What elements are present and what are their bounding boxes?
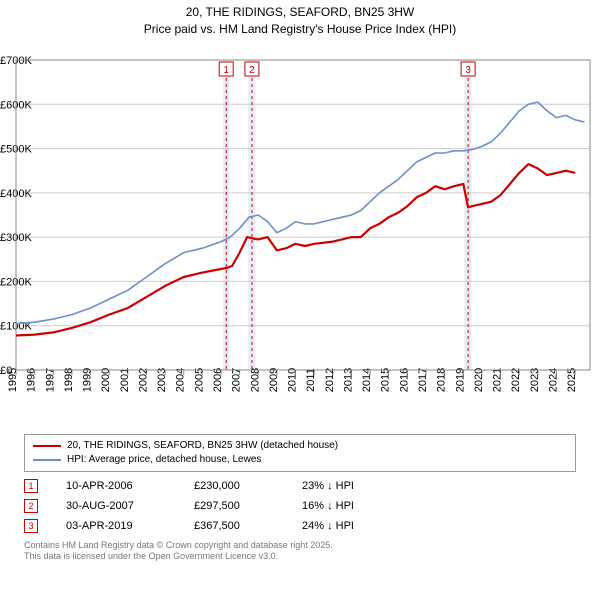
sale-price: £230,000: [194, 480, 274, 492]
sale-row: 3 03-APR-2019 £367,500 24% ↓ HPI: [24, 516, 576, 536]
svg-text:1999: 1999: [82, 367, 94, 391]
title-line-1: 20, THE RIDINGS, SEAFORD, BN25 3HW: [0, 4, 600, 21]
line-chart: £0£100K£200K£300K£400K£500K£600K£700K199…: [0, 40, 600, 428]
svg-text:2015: 2015: [380, 367, 392, 391]
legend-item: 20, THE RIDINGS, SEAFORD, BN25 3HW (deta…: [33, 439, 567, 453]
svg-text:2019: 2019: [454, 367, 466, 391]
footer-line-2: This data is licensed under the Open Gov…: [24, 551, 576, 563]
svg-text:2009: 2009: [268, 367, 280, 391]
svg-text:2003: 2003: [156, 367, 168, 391]
sale-row: 1 10-APR-2006 £230,000 23% ↓ HPI: [24, 476, 576, 496]
title-line-2: Price paid vs. HM Land Registry's House …: [0, 21, 600, 38]
svg-text:2023: 2023: [529, 367, 541, 391]
svg-text:2013: 2013: [342, 367, 354, 391]
sale-delta: 23% ↓ HPI: [302, 480, 382, 492]
svg-text:3: 3: [465, 65, 471, 76]
svg-text:2012: 2012: [324, 367, 336, 391]
svg-text:2008: 2008: [249, 367, 261, 391]
legend-swatch: [33, 445, 61, 447]
chart-title: 20, THE RIDINGS, SEAFORD, BN25 3HW Price…: [0, 0, 600, 40]
svg-text:2007: 2007: [231, 367, 243, 391]
svg-text:1996: 1996: [26, 367, 38, 391]
svg-text:1995: 1995: [7, 367, 19, 391]
sale-row: 2 30-AUG-2007 £297,500 16% ↓ HPI: [24, 496, 576, 516]
footer-line-1: Contains HM Land Registry data © Crown c…: [24, 540, 576, 552]
chart-plot-area: £0£100K£200K£300K£400K£500K£600K£700K199…: [0, 40, 600, 428]
svg-text:2011: 2011: [305, 368, 317, 392]
svg-text:2024: 2024: [547, 367, 559, 391]
sale-delta: 24% ↓ HPI: [302, 520, 382, 532]
legend-swatch: [33, 459, 61, 461]
svg-text:2022: 2022: [510, 367, 522, 391]
legend-item: HPI: Average price, detached house, Lewe…: [33, 453, 567, 467]
chart-container: { "title_line1": "20, THE RIDINGS, SEAFO…: [0, 0, 600, 590]
legend: 20, THE RIDINGS, SEAFORD, BN25 3HW (deta…: [24, 434, 576, 472]
svg-text:2025: 2025: [566, 367, 578, 391]
sale-date: 10-APR-2006: [66, 480, 166, 492]
svg-text:2016: 2016: [398, 367, 410, 391]
svg-text:1: 1: [223, 65, 229, 76]
svg-text:2: 2: [249, 65, 255, 76]
svg-text:1997: 1997: [44, 367, 56, 391]
sale-price: £367,500: [194, 520, 274, 532]
svg-text:2014: 2014: [361, 367, 373, 391]
svg-text:2021: 2021: [492, 367, 504, 391]
svg-text:2018: 2018: [436, 367, 448, 391]
legend-label: HPI: Average price, detached house, Lewe…: [67, 454, 261, 465]
svg-text:2006: 2006: [212, 367, 224, 391]
sale-marker: 1: [24, 479, 38, 493]
svg-text:2000: 2000: [100, 367, 112, 391]
svg-text:2001: 2001: [119, 367, 131, 391]
sale-price: £297,500: [194, 500, 274, 512]
legend-label: 20, THE RIDINGS, SEAFORD, BN25 3HW (deta…: [67, 440, 338, 451]
svg-text:1998: 1998: [63, 367, 75, 391]
sale-date: 03-APR-2019: [66, 520, 166, 532]
sale-delta: 16% ↓ HPI: [302, 500, 382, 512]
sale-marker: 3: [24, 519, 38, 533]
sale-marker: 2: [24, 499, 38, 513]
svg-text:2020: 2020: [473, 367, 485, 391]
svg-text:2005: 2005: [193, 367, 205, 391]
attribution-footer: Contains HM Land Registry data © Crown c…: [24, 540, 576, 563]
svg-text:2004: 2004: [175, 367, 187, 391]
sale-date: 30-AUG-2007: [66, 500, 166, 512]
sales-table: 1 10-APR-2006 £230,000 23% ↓ HPI 2 30-AUG-200…: [24, 476, 576, 536]
svg-text:2010: 2010: [287, 367, 299, 391]
svg-text:2017: 2017: [417, 367, 429, 391]
svg-text:2002: 2002: [137, 367, 149, 391]
